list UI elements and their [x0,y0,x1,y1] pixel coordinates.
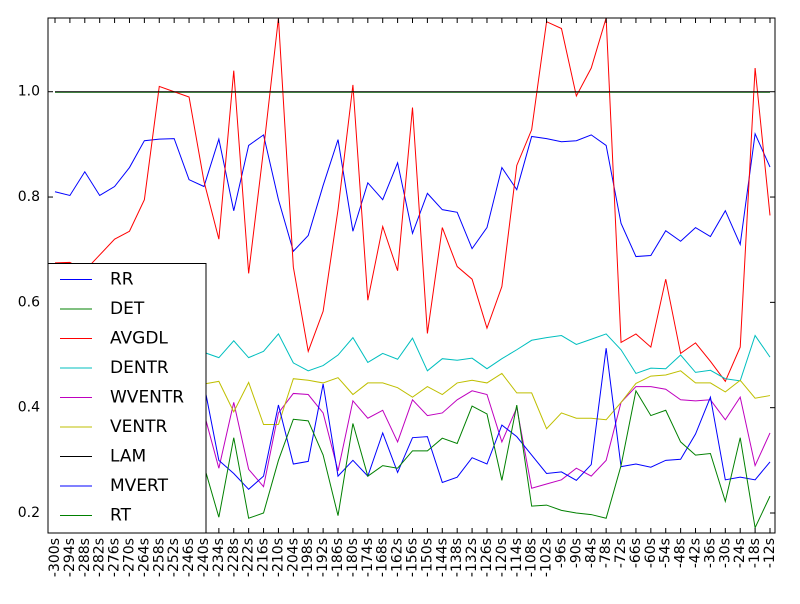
x-tick-label: -270s [121,538,137,577]
x-tick-label: -78s [598,538,614,568]
x-tick-label: -300s [47,538,63,577]
legend-label: DET [110,299,145,319]
x-tick-label: -48s [673,538,689,568]
y-tick-label: 0.6 [18,294,40,310]
legend: RR DET AVGDL DENTR WVENTR VENTR LAM MVERT RT [47,263,207,534]
x-tick-label: -108s [524,538,540,577]
x-tick-label: -156s [405,538,421,577]
legend-label: RR [110,270,134,290]
x-tick-label: -294s [62,538,78,577]
x-tick-label: -84s [583,538,599,568]
x-tick-label: -90s [568,538,584,568]
legend-label: AVGDL [110,329,168,349]
x-tick-label: -132s [464,538,480,577]
x-tick-label: -258s [151,538,167,577]
x-tick-label: -66s [628,538,644,568]
x-tick-label: -186s [330,538,346,577]
x-tick-label: -252s [166,538,182,577]
x-tick-label: -162s [390,538,406,577]
x-tick-label: -192s [315,538,331,577]
legend-label: VENTR [110,417,167,437]
x-tick-label: -180s [345,538,361,577]
x-tick-label: -150s [419,538,435,577]
x-tick-label: -42s [688,538,704,568]
y-tick-label: 1.0 [18,84,40,100]
plot-frame [47,17,776,534]
x-tick-label: -198s [300,538,316,577]
x-tick-label: -54s [658,538,674,568]
y-tick-label: 0.2 [18,505,40,521]
x-tick-label: -204s [285,538,301,577]
x-tick-label: -234s [211,538,227,577]
x-tick-label: -12s [762,538,778,568]
x-tick-label: -174s [360,538,376,577]
x-tick-label: -18s [747,538,763,568]
x-tick-label: -210s [270,538,286,577]
x-tick-label: -240s [196,538,212,577]
x-tick-label: -222s [241,538,257,577]
x-tick-label: -264s [136,538,152,577]
legend-label: DENTR [110,358,169,378]
legend-label: MVERT [110,476,169,496]
legend-label: RT [110,506,132,526]
x-tick-label: -30s [717,538,733,568]
x-tick-label: -96s [553,538,569,568]
x-tick-label: -126s [479,538,495,577]
ticks: 0.2 0.4 0.6 0.8 1.0 -300s-294s-288s-282s-276s… [18,18,778,577]
legend-label: LAM [110,447,146,467]
x-tick-label: -138s [449,538,465,577]
x-tick-label: -216s [256,538,272,577]
x-tick-label: -120s [494,538,510,577]
x-tick-label: -72s [613,538,629,568]
legend-label: WVENTR [110,388,184,408]
y-tick-label: 0.4 [18,400,40,416]
x-tick-label: -36s [702,538,718,568]
x-tick-label: -102s [539,538,555,577]
line-series [54,132,771,258]
x-tick-label: -246s [181,538,197,577]
x-tick-label: -282s [92,538,108,577]
x-tick-label: -288s [77,538,93,577]
x-tick-label: -60s [643,538,659,568]
x-tick-label: -144s [434,538,450,577]
x-tick-label: -114s [509,538,525,577]
y-tick-label: 0.8 [18,189,40,205]
x-tick-label: -228s [226,538,242,577]
x-tick-label: -168s [375,538,391,577]
x-tick-label: -276s [107,538,123,577]
x-tick-label: -24s [732,538,748,568]
